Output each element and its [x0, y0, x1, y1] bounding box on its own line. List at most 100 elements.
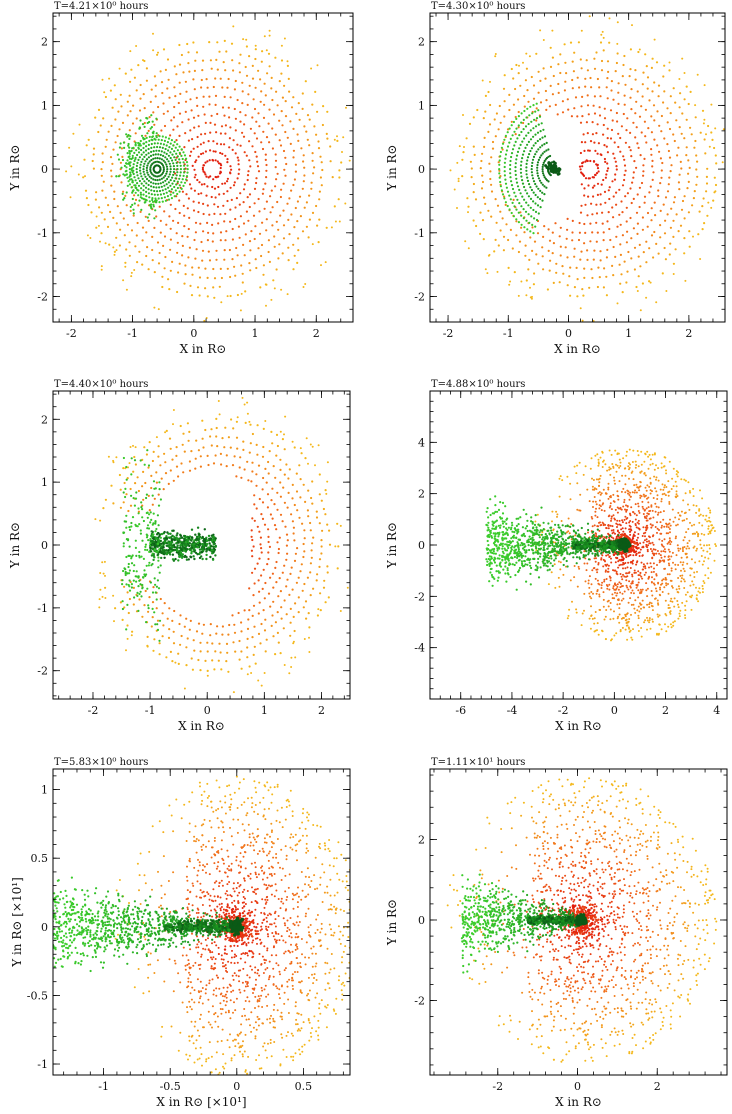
accretor-point	[206, 204, 209, 207]
accretor-point	[201, 168, 204, 171]
accretor-point	[241, 81, 244, 84]
accretor-point	[462, 151, 465, 154]
accretor-point	[703, 533, 706, 536]
accretor-point	[679, 160, 682, 163]
accretor-point	[688, 245, 691, 248]
accretor-point	[231, 614, 234, 617]
donor-point	[150, 530, 153, 533]
donor-point	[542, 161, 545, 164]
halo-point	[525, 294, 528, 297]
accretor-point	[258, 125, 261, 128]
accretor-point	[646, 603, 649, 606]
accretor-point	[272, 600, 275, 603]
accretor-point	[261, 488, 264, 491]
accretor-point	[593, 249, 596, 252]
accretor-point	[193, 176, 196, 179]
accretor-point	[204, 150, 207, 153]
accretor-point	[606, 60, 610, 63]
accretor-point	[556, 113, 559, 116]
donor-point	[121, 579, 124, 582]
accretor-point	[212, 462, 216, 465]
accretor-point	[165, 429, 168, 432]
accretor-point	[612, 466, 615, 469]
accretor-point	[646, 548, 649, 551]
accretor-point	[113, 250, 116, 253]
x-tick-label: -1	[145, 704, 156, 717]
donor-point	[547, 155, 550, 158]
donor-point	[541, 152, 544, 155]
accretor-point	[327, 596, 330, 599]
accretor-point	[646, 628, 648, 631]
accretor-point	[198, 181, 201, 184]
halo-point	[710, 103, 713, 106]
accretor-point	[129, 209, 132, 212]
accretor-point	[669, 170, 672, 173]
accretor-point	[258, 590, 261, 593]
accretor-point	[245, 74, 249, 77]
accretor-point	[623, 575, 626, 578]
accretor-point	[300, 147, 303, 150]
donor-point	[179, 544, 183, 547]
accretor-point	[178, 134, 181, 137]
accretor-point	[320, 539, 323, 542]
accretor-point	[150, 625, 153, 628]
accretor-point	[554, 103, 557, 106]
donor-point	[171, 553, 175, 556]
accretor-point	[258, 557, 261, 560]
donor-point	[513, 205, 516, 208]
accretor-point	[607, 486, 610, 489]
donor-point	[209, 555, 212, 559]
accretor-point	[119, 161, 122, 164]
accretor-point	[683, 137, 686, 140]
accretor-point	[253, 645, 256, 648]
accretor-point	[639, 603, 642, 606]
accretor-point	[494, 198, 497, 201]
accretor-point	[665, 525, 668, 528]
accretor-point	[649, 489, 652, 492]
accretor-point	[215, 417, 218, 420]
accretor-point	[255, 120, 258, 123]
donor-point	[142, 142, 146, 145]
accretor-point	[280, 606, 283, 609]
accretor-point	[248, 140, 251, 143]
donor-point	[212, 533, 215, 536]
accretor-point	[208, 41, 211, 44]
accretor-point	[654, 526, 657, 528]
accretor-point	[593, 112, 597, 115]
donor-point	[143, 155, 146, 158]
accretor-point	[625, 281, 628, 284]
accretor-point	[262, 445, 265, 449]
donor-point	[509, 159, 512, 163]
y-tick-label: 0	[41, 539, 48, 552]
accretor-point	[493, 250, 496, 253]
accretor-point	[589, 222, 592, 225]
accretor-point	[552, 242, 556, 245]
accretor-point	[488, 162, 491, 165]
accretor-point	[616, 592, 619, 595]
donor-point	[503, 138, 506, 141]
accretor-point	[544, 77, 547, 80]
accretor-point	[664, 550, 667, 553]
accretor-point	[287, 477, 290, 480]
accretor-point	[571, 219, 574, 222]
donor-point	[152, 512, 155, 515]
accretor-point	[150, 486, 153, 490]
accretor-point	[325, 226, 328, 229]
accretor-point	[285, 613, 288, 616]
accretor-point	[302, 542, 305, 546]
accretor-point	[545, 99, 548, 102]
accretor-point	[655, 476, 658, 479]
halo-point	[265, 49, 268, 52]
donor-point	[179, 164, 182, 167]
accretor-point	[274, 166, 277, 169]
accretor-point	[233, 265, 236, 268]
accretor-point	[106, 225, 110, 228]
accretor-point	[238, 71, 241, 74]
accretor-point	[228, 146, 231, 149]
donor-point	[180, 187, 183, 190]
accretor-point	[293, 178, 296, 181]
accretor-point	[596, 579, 599, 582]
donor-point	[158, 571, 161, 574]
accretor-point	[172, 642, 176, 645]
donor-point	[510, 211, 513, 215]
